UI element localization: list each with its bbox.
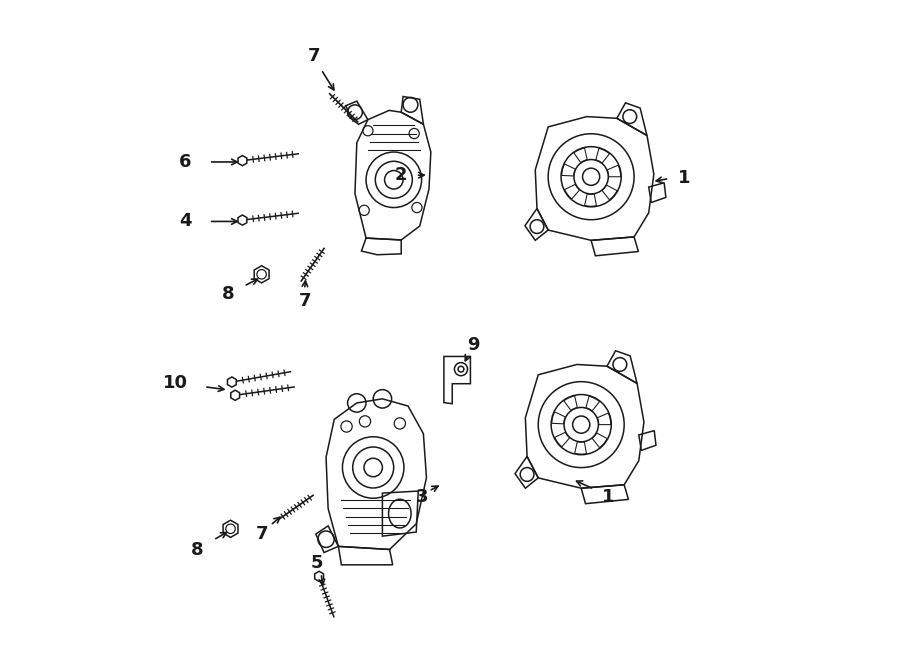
- Text: 7: 7: [308, 47, 320, 65]
- Text: 8: 8: [222, 285, 235, 303]
- Text: 7: 7: [298, 292, 310, 310]
- Text: 10: 10: [163, 374, 188, 393]
- Text: 2: 2: [394, 166, 407, 184]
- Text: 1: 1: [679, 169, 691, 188]
- Text: 5: 5: [310, 554, 323, 572]
- Text: 3: 3: [416, 488, 428, 506]
- Text: 4: 4: [179, 212, 192, 231]
- Text: 1: 1: [602, 488, 615, 506]
- Text: 6: 6: [179, 153, 192, 171]
- Text: 8: 8: [191, 541, 203, 559]
- Text: 9: 9: [467, 336, 480, 354]
- Text: 7: 7: [256, 525, 268, 543]
